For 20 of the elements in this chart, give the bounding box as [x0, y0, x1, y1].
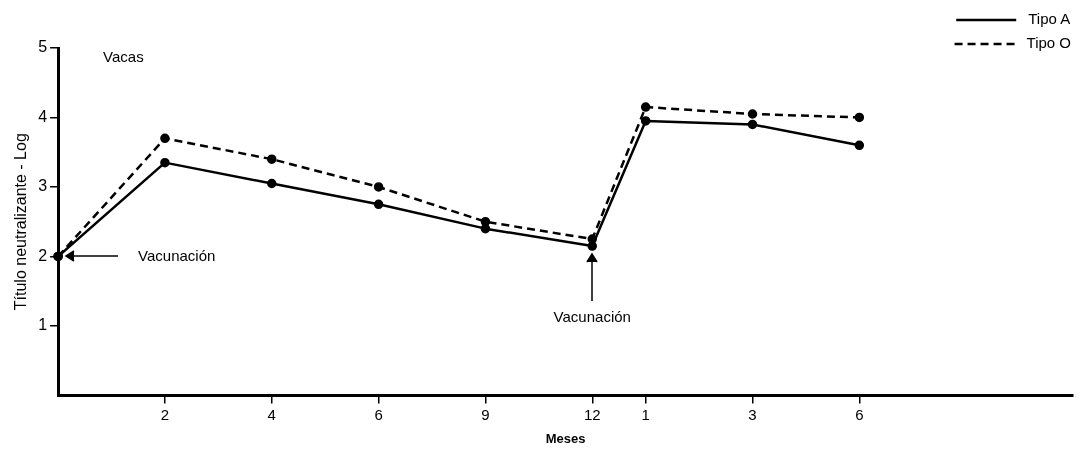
x-tick-label: 6	[855, 405, 864, 423]
y-tick-label: 2	[38, 246, 48, 264]
x-axis-title: Meses	[545, 430, 586, 446]
annotation: Vacunación	[553, 308, 631, 326]
x-tick-label: 3	[748, 405, 757, 423]
annotation: Vacas	[103, 47, 144, 65]
legend-label: Tipo A	[1028, 10, 1071, 28]
x-tick-label: 2	[160, 405, 170, 423]
annotation: Vacunación	[138, 246, 216, 264]
y-tick-label: 4	[38, 107, 48, 125]
x-tick-label: 9	[481, 405, 490, 423]
legend-label: Tipo O	[1026, 34, 1072, 52]
y-axis-title: Título neutralizante - Log	[12, 133, 30, 311]
x-tick-label: 12	[583, 405, 601, 423]
x-tick-label: 4	[267, 405, 276, 423]
y-tick-label: 3	[38, 177, 48, 195]
y-tick-label: 5	[38, 38, 48, 56]
y-tick-label: 1	[38, 316, 48, 334]
x-tick-label: 6	[374, 405, 383, 423]
x-tick-label: 1	[641, 405, 650, 423]
